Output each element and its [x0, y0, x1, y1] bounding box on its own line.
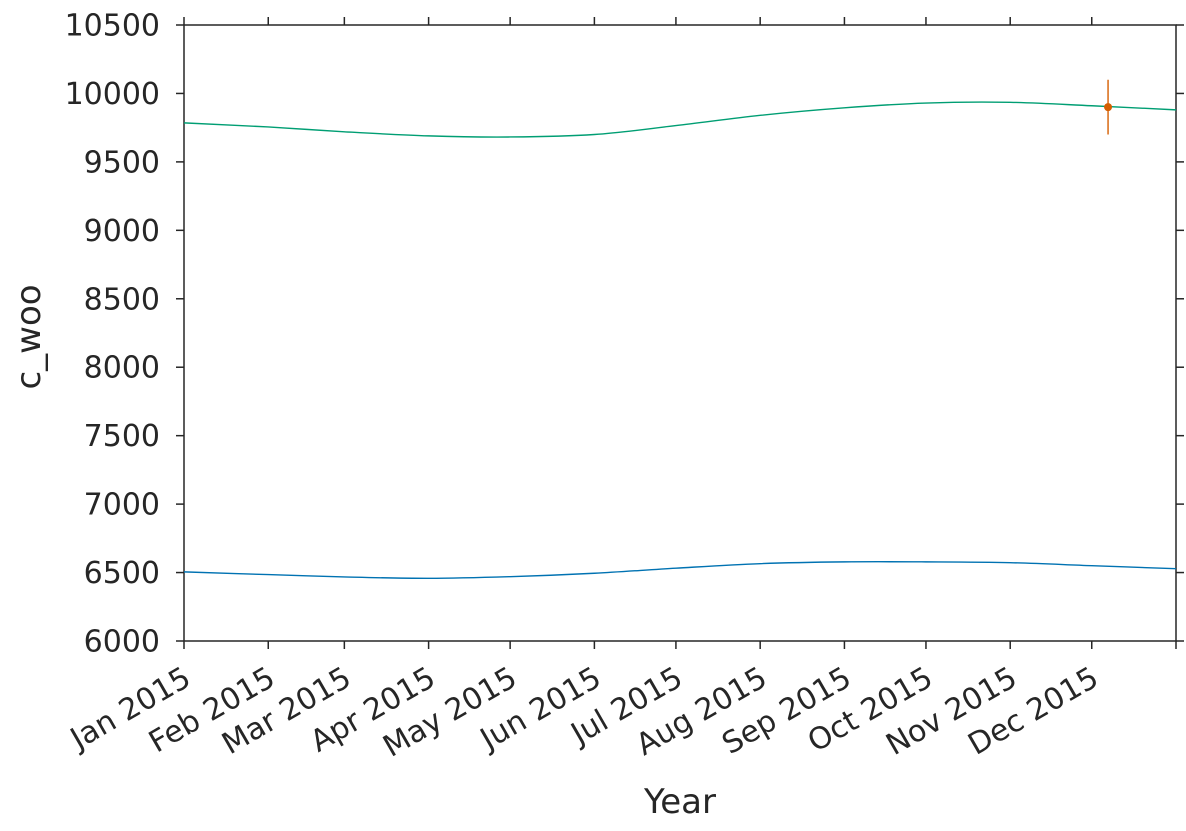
- series-line-2: [183, 561, 1177, 580]
- y-tick-label: 10000: [65, 77, 160, 112]
- errorbar-layer: [1104, 79, 1113, 135]
- series-line-1: [183, 101, 1177, 138]
- plot-border: [183, 24, 1177, 642]
- y-axis-label: c_woo: [9, 284, 49, 389]
- y-tick-label: 8500: [84, 282, 160, 317]
- error-bar-point: [1104, 103, 1113, 112]
- y-tick-label: 6000: [84, 625, 160, 660]
- y-tick-label: 6500: [84, 556, 160, 591]
- series-layer: [183, 101, 1177, 580]
- y-tick-label: 9500: [84, 145, 160, 180]
- y-tick-label: 8000: [84, 351, 160, 386]
- y-tick-label: 7500: [84, 419, 160, 454]
- plot-frame: [183, 24, 1177, 642]
- y-axis-ticks: 6000 6500 7000 7500 8000 8500 9000 9500 10000 105…: [65, 9, 1184, 660]
- y-tick-label: 10500: [65, 9, 160, 44]
- y-tick-label: 9000: [84, 214, 160, 249]
- y-tick-label: 7000: [84, 488, 160, 523]
- x-axis-label: Year: [643, 782, 716, 822]
